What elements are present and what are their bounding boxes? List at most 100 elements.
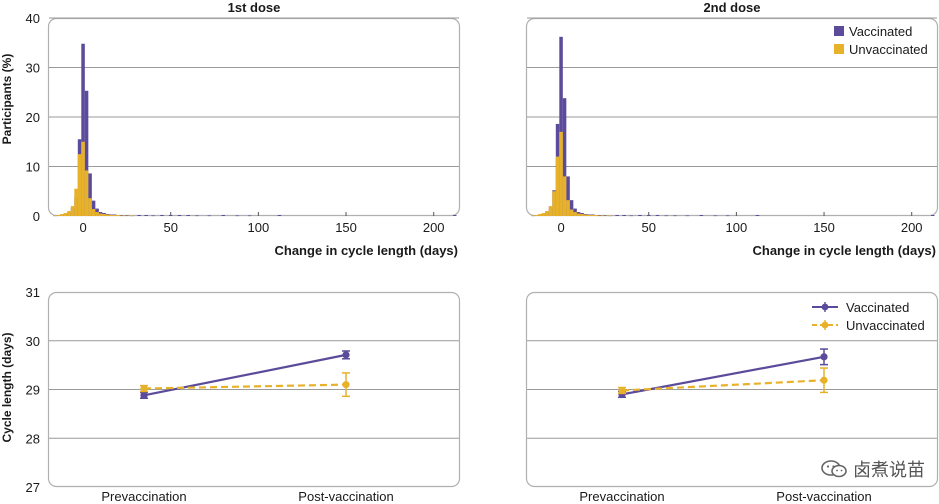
histogram-bar-vaccinated [569,200,574,216]
y-tick-label: 29 [26,383,40,398]
histogram-bar-unvaccinated [534,215,539,216]
histogram-bar-unvaccinated [88,198,92,216]
histogram-bar-vaccinated [629,215,633,217]
legend-label: Unvaccinated [846,318,925,333]
histogram-bar-vaccinated [699,215,704,216]
histogram-bar-unvaccinated [608,215,612,217]
histogram-bar-unvaccinated [67,211,71,216]
series-line-unvaccinated [621,379,825,392]
histogram-bar-vaccinated [664,215,669,217]
histogram-bar-unvaccinated [541,213,546,216]
data-point-unvaccinated [820,376,828,384]
histogram-bar-unvaccinated [531,215,535,217]
y-axis-label: Cycle length (days) [0,332,14,442]
x-category-label: Prevaccination [579,489,664,504]
histogram-bar-vaccinated [168,215,173,216]
histogram-bar-unvaccinated [125,215,129,217]
histogram-bar-unvaccinated [112,215,117,216]
data-point-unvaccinated [140,384,148,393]
data-point-unvaccinated [342,381,350,389]
histogram-bar-vaccinated [160,215,164,216]
histogram-bar-vaccinated [207,215,212,217]
histogram-bar-vaccinated [725,215,730,217]
histogram-bar-unvaccinated [130,215,134,217]
histogram-bar-vaccinated [559,36,563,217]
histogram-bar-unvaccinated [77,154,82,216]
x-tick-label: 50 [641,220,655,235]
histogram-bar-vaccinated [566,176,570,216]
histogram-bar-vaccinated [137,215,141,216]
x-tick-label: 200 [423,220,445,235]
histogram-bar-vaccinated [713,215,718,217]
watermark-text: 卤煮说苗 [853,460,925,481]
histogram-bar-unvaccinated [105,214,110,216]
histogram-bar-unvaccinated [576,213,581,216]
histogram-bar-unvaccinated [119,215,124,217]
histogram-bar-unvaccinated [102,214,106,216]
histogram-bar-vaccinated [144,215,148,216]
histogram-bar-unvaccinated [56,215,61,216]
histogram-bar-unvaccinated [583,214,588,216]
x-category-label: Prevaccination [101,489,186,504]
histogram-bar-vaccinated [235,215,240,217]
x-tick-label: 0 [557,220,564,235]
histogram-bar-unvaccinated [594,215,598,216]
histogram-bar-vaccinated [177,215,182,216]
histogram-bar-unvaccinated [562,176,567,216]
x-tick-label: 200 [901,220,923,235]
y-tick-label: 40 [26,11,40,26]
histogram-bar-unvaccinated [109,215,113,216]
legend-label: Unvaccinated [849,42,928,57]
histogram-bar-unvaccinated [590,215,595,216]
histogram-bar-vaccinated [622,215,626,216]
histogram-bar-unvaccinated [545,211,549,216]
data-point-vaccinated [342,351,350,359]
histogram-bar-unvaccinated [566,200,570,216]
x-axis-label: Change in cycle length (days) [753,243,937,258]
data-point-unvaccinated [618,386,626,395]
x-tick-label: 100 [726,220,748,235]
histogram-bar-vaccinated [81,43,85,216]
panel-frame-2 [47,291,461,488]
panel-frame-3 [525,291,939,488]
y-tick-label: 30 [26,334,40,349]
y-tick-label: 27 [26,480,40,495]
x-category-label: Post-vaccination [776,489,871,504]
histogram-bar-unvaccinated [63,213,68,216]
legend-swatch [834,26,844,36]
data-point-vaccinated [820,353,828,361]
histogram-bar-vaccinated [247,215,252,217]
histogram-bar-vaccinated [88,173,92,216]
legend-marker [821,321,829,329]
histogram-bar-unvaccinated [84,170,89,216]
histogram-bar-vaccinated [673,215,677,217]
legend-label: Vaccinated [846,300,909,315]
y-axis-label: Participants (%) [0,54,14,145]
x-category-label: Post-vaccination [298,489,393,504]
histogram-bar-unvaccinated [569,209,574,216]
histogram-bar-vaccinated [655,215,660,216]
histogram-bar-unvaccinated [559,131,563,216]
histogram-bar-unvaccinated [573,212,577,216]
y-tick-label: 28 [26,431,40,446]
y-tick-label: 10 [26,160,40,175]
histogram-bar-unvaccinated [548,206,553,216]
histogram-bar-vaccinated [452,215,457,216]
histogram-bar-vaccinated [562,98,567,216]
histogram-bar-vaccinated [186,215,191,216]
histogram-bar-unvaccinated [597,215,602,217]
histogram-bar-vaccinated [646,215,651,216]
x-tick-label: 100 [248,220,270,235]
panel-title: 1st dose [228,0,281,15]
histogram-bar-vaccinated [195,215,199,217]
panel-title: 2nd dose [703,0,760,15]
watermark: 卤煮说苗 [821,456,925,482]
y-tick-label: 30 [26,61,40,76]
series-line-unvaccinated [143,383,347,390]
histogram-bar-unvaccinated [98,213,103,216]
histogram-bar-unvaccinated [603,215,607,217]
histogram-bar-unvaccinated [587,215,591,216]
histogram-bar-unvaccinated [70,206,75,216]
histogram-bar-vaccinated [685,215,690,217]
